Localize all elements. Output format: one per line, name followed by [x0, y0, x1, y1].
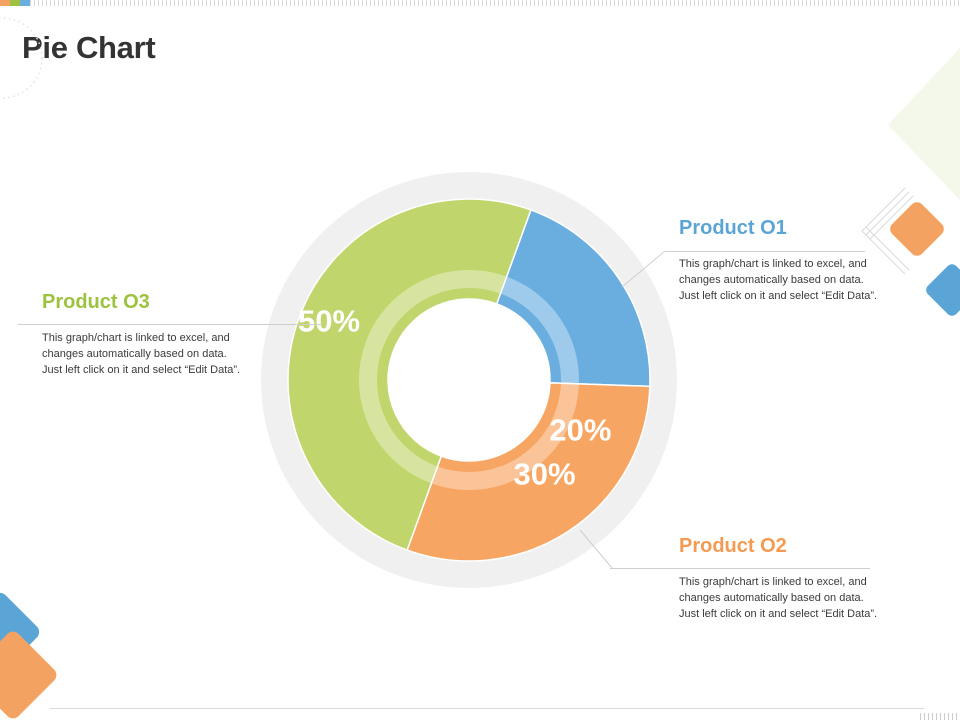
label-title-o3: Product O3: [42, 291, 150, 313]
label-desc-o3: This graph/chart is linked to excel, and…: [42, 332, 241, 376]
label-rule-o3: [18, 324, 323, 325]
label-desc-o2: This graph/chart is linked to excel, and…: [679, 576, 878, 620]
leader-line-2: [579, 529, 613, 569]
chart-inner-ring: [359, 270, 579, 490]
decor-dotted-circle: [0, 17, 43, 99]
label-product-o3: Product O3 This graph/chart is linked to…: [42, 291, 242, 378]
label-rule-o1: [665, 251, 865, 252]
label-rule-o2: [610, 568, 870, 569]
top-dotted-border: [30, 0, 960, 6]
chart-center-hole: [388, 299, 550, 461]
label-desc-o1: This graph/chart is linked to excel, and…: [679, 258, 878, 302]
label-title-o2: Product O2: [679, 535, 787, 557]
label-product-o2: Product O2 This graph/chart is linked to…: [679, 535, 879, 622]
label-product-o1: Product O1 This graph/chart is linked to…: [679, 217, 879, 304]
bottom-rule: [50, 708, 924, 709]
leader-lines: [579, 250, 666, 569]
decor-large-diamond: [888, 48, 960, 200]
data-label-2: 30%: [513, 456, 575, 491]
data-label-3: 50%: [298, 304, 360, 339]
decor-blue-diamond: [926, 264, 960, 316]
decor-orange-corner-shape: [0, 631, 57, 719]
leader-line-1: [621, 250, 666, 288]
decor-orange-diamond: [890, 202, 944, 256]
top-accent-bar: [0, 0, 30, 6]
decor-dotted-lines: [861, 187, 914, 275]
label-title-o1: Product O1: [679, 217, 787, 239]
chart-slices: [287, 198, 651, 562]
bottom-dotted-border: [920, 713, 960, 720]
page-title: Pie Chart: [22, 30, 156, 65]
data-label-1: 20%: [549, 413, 611, 448]
